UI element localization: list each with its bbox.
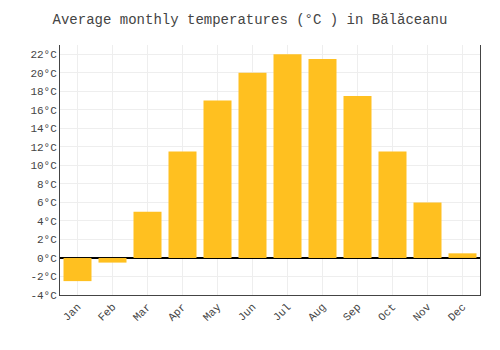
svg-text:0°C: 0°C: [37, 253, 57, 265]
svg-text:4°C: 4°C: [37, 216, 57, 228]
svg-text:20°C: 20°C: [30, 68, 57, 80]
svg-text:Average monthly temperatures (: Average monthly temperatures (°C ) in Bă…: [53, 12, 448, 28]
svg-text:10°C: 10°C: [30, 160, 57, 172]
svg-text:2°C: 2°C: [37, 234, 57, 246]
svg-text:Feb: Feb: [96, 301, 118, 323]
svg-text:Sep: Sep: [341, 301, 363, 323]
svg-text:Mar: Mar: [131, 301, 153, 323]
svg-text:22°C: 22°C: [30, 49, 57, 61]
svg-text:12°C: 12°C: [30, 142, 57, 154]
svg-text:Jul: Jul: [271, 301, 293, 323]
svg-text:-2°C: -2°C: [30, 271, 57, 283]
svg-text:Dec: Dec: [446, 301, 468, 323]
svg-text:Apr: Apr: [166, 301, 188, 323]
svg-text:May: May: [201, 301, 224, 324]
svg-text:6°C: 6°C: [37, 197, 57, 209]
svg-text:8°C: 8°C: [37, 179, 57, 191]
svg-text:18°C: 18°C: [30, 86, 57, 98]
svg-text:Oct: Oct: [376, 301, 398, 323]
svg-text:16°C: 16°C: [30, 105, 57, 117]
svg-text:Nov: Nov: [411, 301, 434, 324]
svg-text:Jan: Jan: [61, 301, 83, 323]
svg-text:-4°C: -4°C: [30, 290, 57, 302]
svg-text:Jun: Jun: [236, 301, 258, 323]
svg-text:Aug: Aug: [306, 301, 328, 323]
svg-text:14°C: 14°C: [30, 123, 57, 135]
